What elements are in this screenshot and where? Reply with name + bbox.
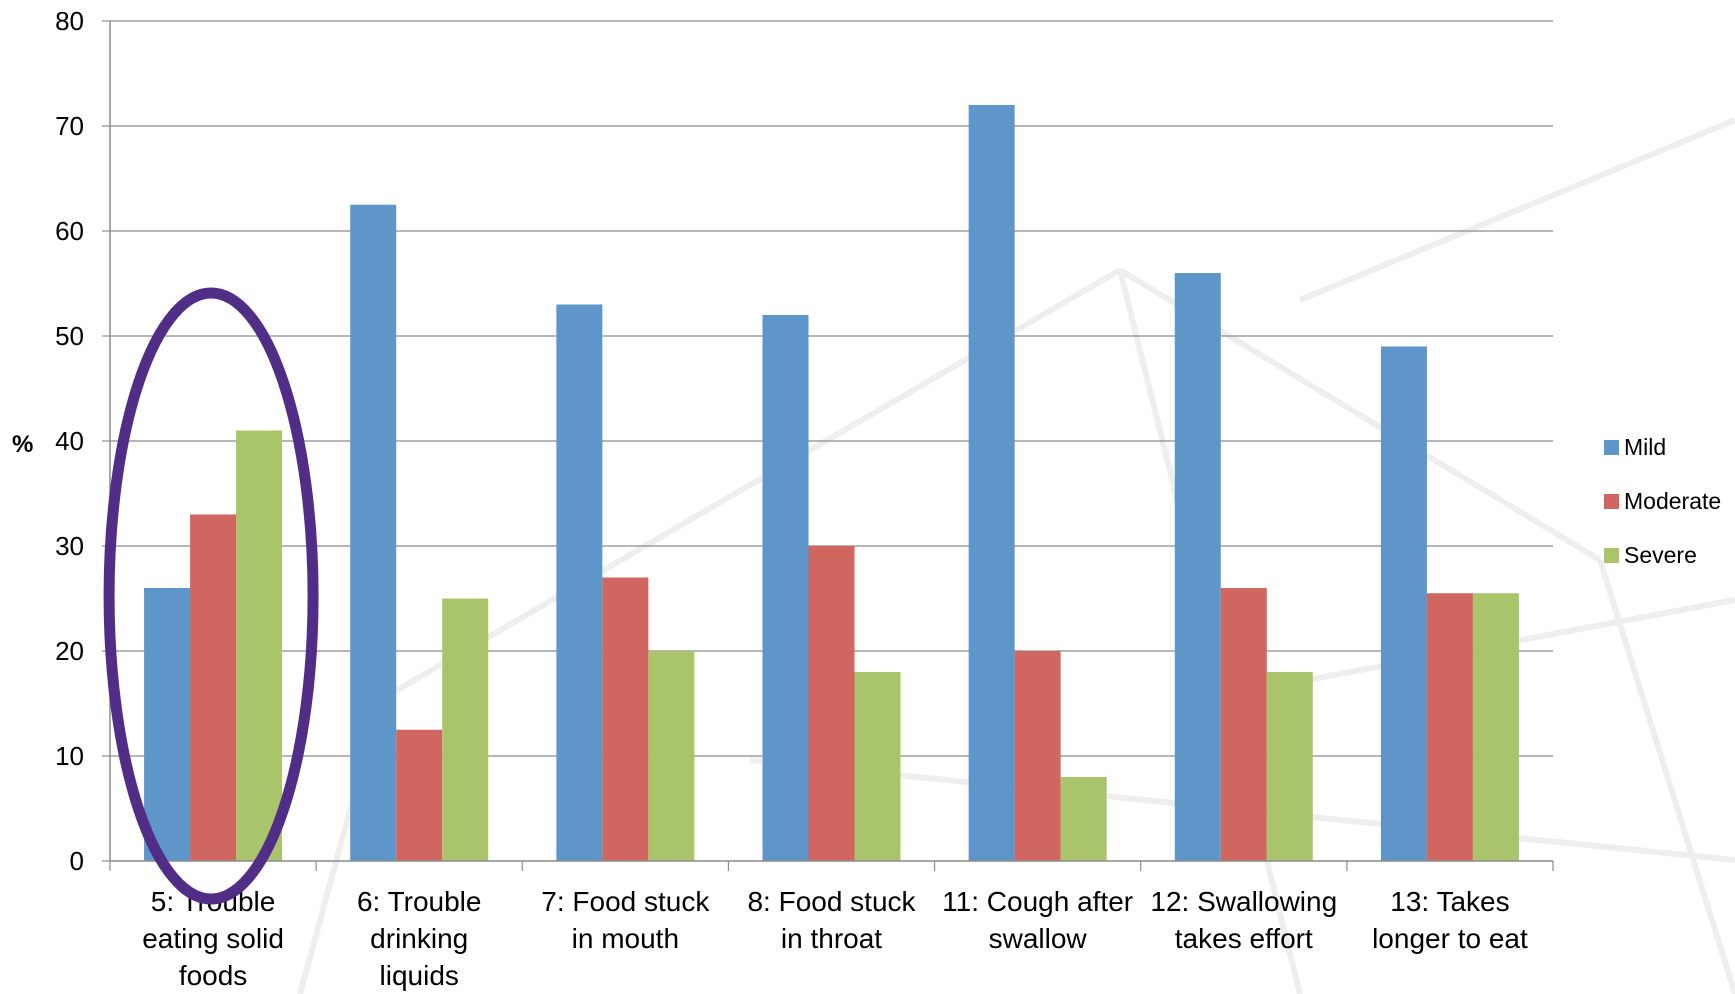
y-tick-label: 30	[55, 531, 84, 561]
bars	[144, 105, 1519, 861]
bar-severe	[1473, 593, 1519, 861]
background-decoration	[300, 120, 1735, 994]
bar-severe	[1061, 777, 1107, 861]
x-tick-label: 12: Swallowing takes effort	[1150, 886, 1337, 954]
legend-swatch-moderate	[1604, 494, 1619, 509]
bar-severe	[648, 651, 694, 861]
bar-moderate	[602, 578, 648, 862]
y-tick-label: 10	[55, 741, 84, 771]
legend-label-severe: Severe	[1624, 542, 1697, 568]
bar-moderate	[1221, 588, 1267, 861]
y-tick-label: 50	[55, 321, 84, 351]
bar-mild	[144, 588, 190, 861]
y-tick-label: 70	[55, 111, 84, 141]
bar-mild	[763, 315, 809, 861]
y-tick-label: 80	[55, 6, 84, 36]
x-tick-label: 7: Food stuck in mouth	[541, 886, 710, 954]
legend-label-moderate: Moderate	[1624, 488, 1721, 514]
y-axis-ticks: 0 10 20 30 40 50 60 70 80	[55, 6, 110, 876]
bar-severe	[855, 672, 901, 861]
legend-swatch-mild	[1604, 440, 1619, 455]
x-tick-label: 6: Trouble drinking liquids	[357, 886, 482, 991]
bar-mild	[350, 205, 396, 861]
y-tick-label: 40	[55, 426, 84, 456]
bar-moderate	[396, 730, 442, 861]
x-tick-label: 11: Cough after swallow	[942, 886, 1133, 954]
legend-swatch-severe	[1604, 548, 1619, 563]
bar-severe	[442, 599, 488, 862]
y-tick-label: 0	[70, 846, 84, 876]
bar-severe	[236, 431, 282, 862]
bar-mild	[969, 105, 1015, 861]
x-tick-label: 13: Takes longer to eat	[1372, 886, 1528, 954]
bar-mild	[556, 305, 602, 862]
background-line	[1600, 560, 1735, 994]
x-tick-label: 8: Food stuck in throat	[747, 886, 916, 954]
legend-label-mild: Mild	[1624, 434, 1666, 460]
y-tick-label: 60	[55, 216, 84, 246]
y-tick-label: 20	[55, 636, 84, 666]
bar-moderate	[190, 515, 236, 862]
legend: Mild Moderate Severe	[1604, 434, 1721, 568]
bar-moderate	[809, 546, 855, 861]
bar-mild	[1175, 273, 1221, 861]
bar-severe	[1267, 672, 1313, 861]
bar-moderate	[1427, 593, 1473, 861]
y-axis-label: %	[12, 431, 33, 458]
background-line	[1300, 120, 1735, 300]
bar-mild	[1381, 347, 1427, 862]
bar-moderate	[1015, 651, 1061, 861]
